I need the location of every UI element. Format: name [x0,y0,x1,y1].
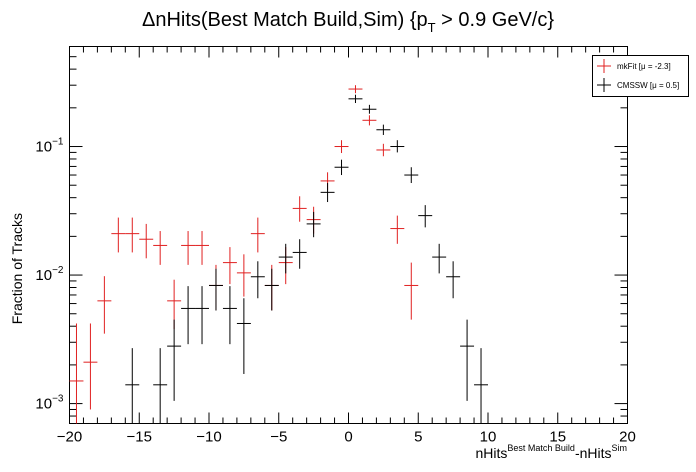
data-point [125,348,140,424]
data-point [474,348,488,424]
chart-title-subscript: T [428,20,436,35]
y-tick-label: 10−3 [35,394,64,413]
y-axis: 10−3 10−2 10−1 [35,56,628,424]
data-point [432,243,447,274]
data-point [195,286,209,345]
data-point [390,140,405,153]
data-point [418,205,433,228]
data-point [69,323,84,424]
chart-title-main: ΔnHits(Best Match Build,Sim) {p [142,9,428,31]
data-point [83,323,98,410]
series-layer [69,85,488,424]
x-axis-label-main: nHits [476,445,508,461]
x-tick-label: 15 [549,429,566,446]
data-point [236,298,251,374]
data-point [292,196,307,222]
x-tick-label: 5 [414,429,422,446]
data-point [278,243,293,274]
x-axis-label-sup1: Best Match Build [507,443,575,453]
legend-marker-mkfit [597,59,611,73]
data-point [306,211,321,238]
data-point [362,115,377,126]
chart-title: ΔnHits(Best Match Build,Sim) {pT > 0.9 G… [142,9,554,35]
data-point [222,286,237,345]
data-point [181,231,196,265]
x-tick-label: −20 [57,429,82,446]
data-point [250,261,265,299]
data-point [139,223,154,259]
legend-label-mkfit: mkFit [μ = -2.3] [617,62,671,71]
x-tick-label: 20 [619,429,636,446]
x-tick-label: −10 [196,429,221,446]
data-point [181,286,196,345]
legend: mkFit [μ = -2.3] CMSSW [μ = 0.5] [592,55,689,97]
data-point [250,217,265,253]
x-axis: −20 −15 −10 −5 0 5 10 15 20 [57,46,636,446]
x-tick-label: 10 [480,429,497,446]
y-tick-label: 10−1 [35,137,64,156]
data-point [376,143,391,157]
data-point [320,183,335,203]
data-point [125,217,140,253]
data-point [460,319,475,401]
data-point [236,254,251,297]
data-point [111,217,126,253]
data-point [222,247,237,285]
data-point [167,319,182,401]
x-tick-label: −15 [127,429,152,446]
series-mkfit [69,85,419,424]
data-point [390,215,405,244]
x-tick-label: 0 [344,429,352,446]
x-axis-label-mid: -nHits [575,445,612,461]
x-axis-label: nHitsBest Match Build-nHitsSim [476,443,628,461]
data-point [362,104,377,114]
data-point [404,167,419,184]
legend-marker-cmssw [597,78,611,92]
data-point [348,94,363,104]
legend-box [592,55,689,97]
x-axis-label-sup2: Sim [612,443,628,453]
data-point [404,262,419,320]
data-point [97,276,112,334]
x-tick-label: −5 [270,429,287,446]
y-axis-label: Fraction of Tracks [9,213,25,324]
data-point [334,140,349,154]
data-point [446,261,461,299]
data-point [195,231,209,265]
data-point [348,85,363,94]
chart-title-tail: > 0.9 GeV/c} [436,9,555,31]
data-point [209,268,223,311]
data-point [292,239,307,269]
plot-frame [69,46,628,424]
data-point [153,231,168,265]
y-tick-label: 10−2 [35,265,64,284]
data-point [153,348,168,424]
legend-label-cmssw: CMSSW [μ = 0.5] [617,81,679,90]
series-cmssw [125,94,488,424]
data-point [264,268,279,311]
data-point [376,124,391,135]
data-point [334,159,349,176]
